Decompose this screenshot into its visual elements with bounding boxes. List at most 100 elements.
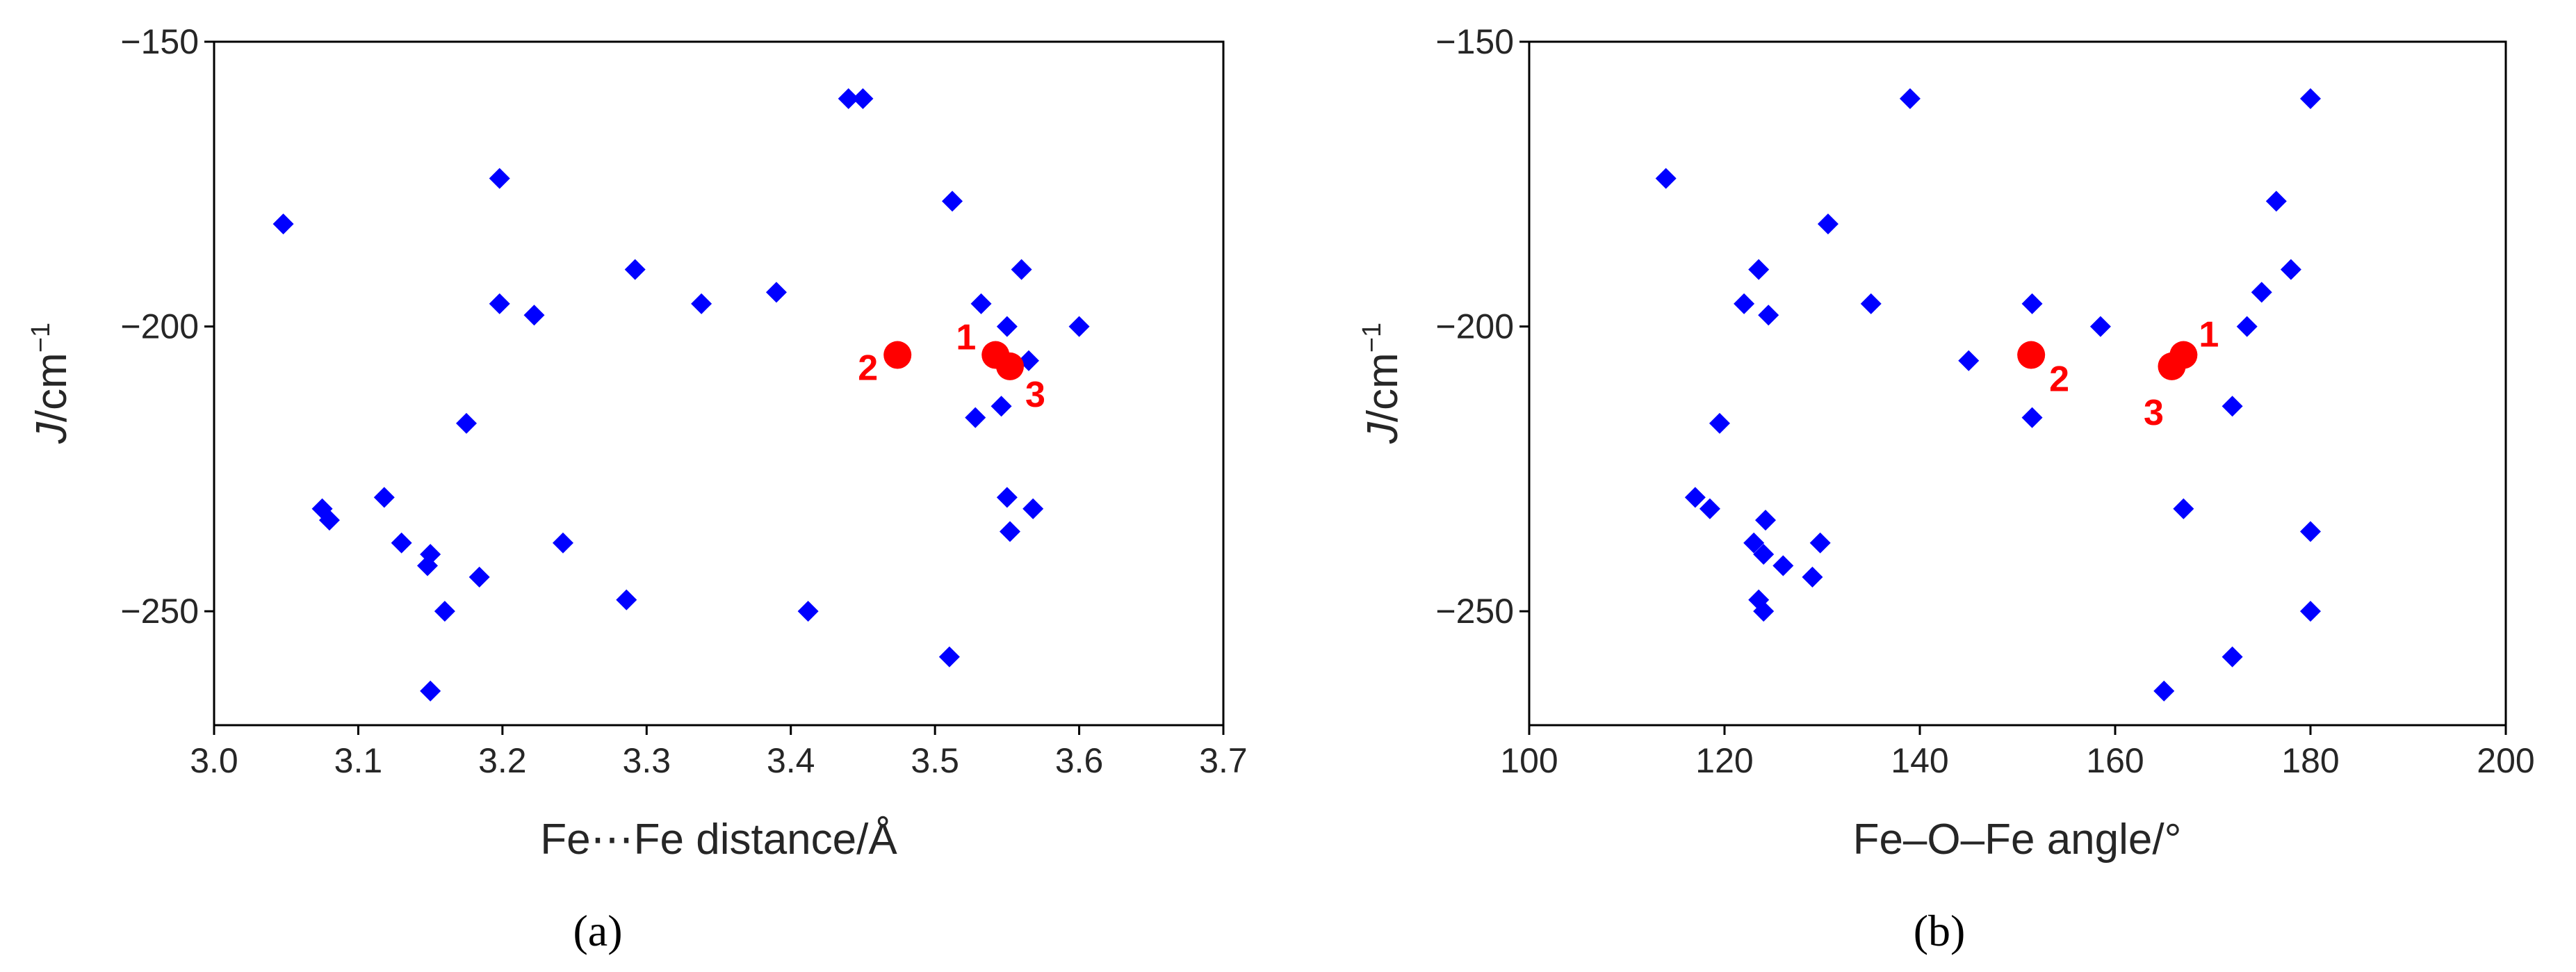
y-tick-labels-a: −250 −200 −150 (120, 22, 199, 631)
x-tick-label-b: 100 (1500, 741, 1558, 780)
y-axis-title-a: J/cm−1 (26, 323, 76, 444)
scatter-point-b (2300, 88, 2321, 109)
data-points-b: 1 2 3 (1655, 88, 2321, 702)
scatter-point-a (468, 567, 490, 588)
scatter-point-b (1802, 567, 1823, 588)
scatter-point-b (1958, 350, 1980, 371)
x-tick-label-a: 3.6 (1055, 741, 1104, 780)
panel-label-a: (a) (573, 906, 622, 955)
scatter-point-b (1684, 487, 1706, 508)
x-tick-label-a: 3.1 (334, 741, 383, 780)
x-tick-label-a: 3.2 (478, 741, 527, 780)
scatter-point-a (489, 293, 510, 314)
scatter-point-b (1772, 555, 1794, 576)
scatter-point-a (942, 191, 963, 212)
highlight-point-a (996, 352, 1025, 380)
scatter-point-b (2265, 191, 2287, 212)
scatter-point-a (991, 396, 1012, 417)
scatter-point-a (616, 589, 637, 610)
scatter-point-a (965, 407, 986, 428)
data-points-a: 1 2 3 (272, 88, 1090, 702)
plot-area-b (1528, 40, 2507, 727)
point-label-a: 1 (956, 318, 976, 358)
scatter-point-a (797, 601, 819, 622)
x-tick-label-b: 160 (2086, 741, 2144, 780)
scatter-point-a (852, 88, 874, 109)
x-tick-label-a: 3.0 (190, 741, 238, 780)
y-tick-label-a: −200 (120, 307, 199, 346)
scatter-point-a (420, 544, 441, 565)
scatter-point-b (2236, 316, 2258, 337)
scatter-point-b (1860, 293, 1882, 314)
scatter-point-a (838, 88, 859, 109)
scatter-point-a (1022, 498, 1044, 519)
scatter-point-b (1748, 259, 1770, 280)
y-axis-title-unit-a: /cm (28, 353, 76, 422)
panel-label-b: (b) (1914, 906, 1966, 955)
scatter-point-a (391, 532, 412, 553)
plot-area-a (213, 40, 1225, 727)
scatter-point-a (456, 412, 477, 434)
highlight-point-b (2017, 341, 2046, 369)
x-tick-label-a: 3.5 (911, 741, 959, 780)
scatter-point-a (318, 510, 340, 531)
x-tick-label-a: 3.4 (767, 741, 815, 780)
highlight-point-b (2158, 352, 2186, 380)
scatter-point-b (1699, 498, 1720, 519)
point-label-a: 2 (858, 348, 878, 389)
y-axis-title-symbol-a: J (28, 421, 76, 444)
x-tick-label-b: 140 (1891, 741, 1948, 780)
scatter-point-b (1753, 601, 1775, 622)
scatter-point-b (2153, 680, 2175, 702)
y-tick-label-b: −200 (1435, 307, 1514, 346)
y-tick-label-a: −250 (120, 592, 199, 631)
y-tick-label-b: −150 (1435, 22, 1514, 61)
highlight-point-a (883, 341, 912, 369)
point-label-b: 1 (2199, 315, 2219, 355)
scatter-point-b (2021, 407, 2043, 428)
tick-marks-a (204, 40, 1225, 735)
y-axis-title-unit-b: /cm (1359, 353, 1407, 422)
point-label-a: 3 (1025, 375, 1045, 415)
y-axis-title-b: J/cm−1 (1358, 323, 1407, 444)
scatter-point-a (938, 646, 960, 667)
y-tick-labels-b: −250 −200 −150 (1435, 22, 1514, 631)
scatter-point-a (489, 168, 510, 189)
scatter-point-a (996, 316, 1018, 337)
scatter-point-b (1743, 532, 1765, 553)
scatter-point-b (1655, 168, 1677, 189)
x-tick-label-b: 200 (2477, 741, 2534, 780)
scatter-point-b (1753, 544, 1775, 565)
scatter-point-b (2222, 396, 2243, 417)
x-tick-label-a: 3.7 (1199, 741, 1248, 780)
scatter-point-b (1817, 213, 1839, 235)
scatter-point-b (2300, 521, 2321, 542)
x-tick-labels-b: 100 120 140 160 180 200 (1500, 741, 2534, 780)
scatter-point-a (996, 487, 1018, 508)
scatter-point-a (1068, 316, 1090, 337)
scatter-point-a (420, 680, 441, 702)
scatter-point-b (2300, 601, 2321, 622)
x-tick-labels-a: 3.0 3.1 3.2 3.3 3.4 3.5 3.6 3.7 (190, 741, 1248, 780)
scatter-point-b (1709, 412, 1730, 434)
tick-marks-b (1519, 40, 2507, 735)
scatter-point-a (434, 601, 455, 622)
chart-panel-a: 3.0 3.1 3.2 3.3 3.4 3.5 3.6 3.7 −250 −200 −150 1 2… (26, 22, 1248, 955)
scatter-point-b (1755, 510, 1777, 531)
scatter-point-a (523, 305, 545, 326)
x-tick-label-a: 3.3 (623, 741, 671, 780)
scatter-point-b (2251, 282, 2272, 303)
scatter-point-b (2222, 646, 2243, 667)
x-axis-title-b: Fe–O–Fe angle/° (1853, 816, 2182, 864)
point-label-b: 2 (2049, 359, 2069, 400)
x-tick-label-b: 180 (2281, 741, 2339, 780)
scatter-point-b (2173, 498, 2194, 519)
scatter-point-a (970, 293, 992, 314)
y-tick-label-a: −150 (120, 22, 199, 61)
point-label-b: 3 (2144, 393, 2164, 433)
scatter-point-b (1899, 88, 1921, 109)
x-tick-label-b: 120 (1695, 741, 1753, 780)
scatter-point-a (272, 213, 294, 235)
x-axis-title-a: Fe⋯Fe distance/Å (540, 816, 897, 864)
scatter-point-b (1734, 293, 1755, 314)
